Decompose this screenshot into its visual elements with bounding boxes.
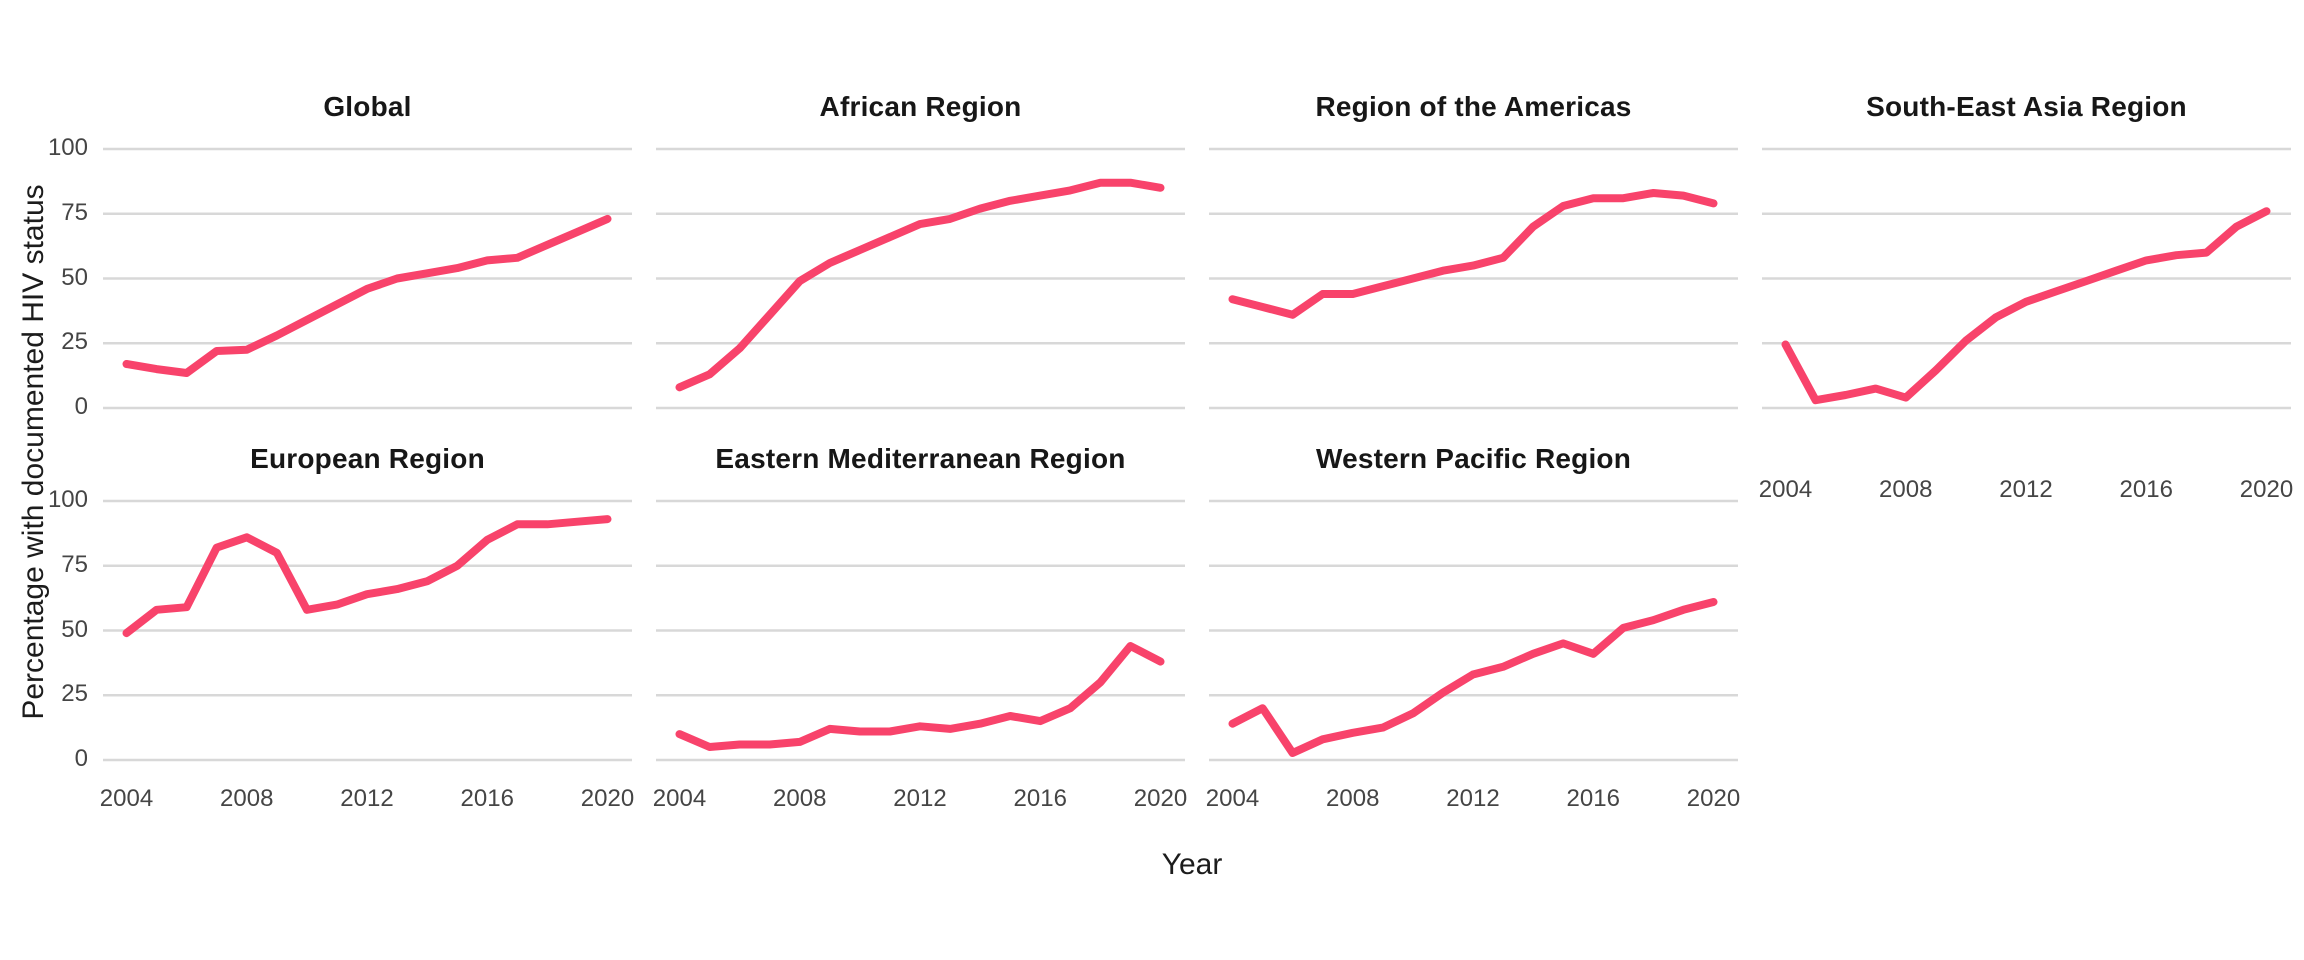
panel-plot — [656, 147, 1185, 410]
panel-title: African Region — [819, 91, 1022, 122]
panel-plot — [1209, 499, 1738, 762]
x-tick-label: 2012 — [1999, 476, 2053, 503]
panel-eastern-mediterranean-region — [656, 488, 1185, 773]
panel-title: Region of the Americas — [1315, 91, 1632, 122]
x-tick-label: 2008 — [1326, 785, 1380, 812]
data-line — [675, 642, 1165, 751]
panel-african-region — [656, 136, 1185, 421]
x-tick-label: 2020 — [1133, 785, 1188, 812]
y-tick-label: 100 — [47, 486, 88, 513]
y-tick-label: 25 — [61, 328, 88, 356]
data-line — [122, 214, 612, 377]
panel-title: South-East Asia Region — [1866, 91, 2187, 122]
data-line — [675, 178, 1165, 392]
x-axis-title: Year — [1161, 848, 1223, 881]
x-tick-label: 2012 — [893, 785, 947, 812]
panel-plot — [103, 147, 632, 410]
panel-plot — [103, 499, 632, 762]
y-tick-label: 100 — [47, 134, 88, 161]
panel-south-east-asia-region — [1762, 136, 2291, 421]
panel-title: Global — [323, 91, 412, 122]
x-tick-label: 2012 — [340, 785, 394, 812]
x-tick-label: 2004 — [1758, 476, 1813, 503]
data-line — [1228, 598, 1718, 757]
x-tick-label: 2016 — [1566, 785, 1620, 812]
panel-plot — [656, 499, 1185, 762]
data-line — [122, 515, 612, 638]
x-tick-label: 2004 — [1205, 785, 1260, 812]
panel-western-pacific-region — [1209, 488, 1738, 773]
y-tick-label: 25 — [61, 680, 88, 708]
x-tick-label: 2016 — [1013, 785, 1067, 812]
x-tick-label: 2020 — [1686, 785, 1741, 812]
x-tick-label: 2008 — [220, 785, 274, 812]
panel-european-region — [103, 488, 632, 773]
x-tick-label: 2012 — [1446, 785, 1500, 812]
y-tick-label: 50 — [61, 615, 88, 643]
x-tick-label: 2020 — [2239, 476, 2294, 503]
panel-title: European Region — [250, 443, 485, 474]
panel-region-of-the-americas — [1209, 136, 1738, 421]
data-line — [1228, 189, 1718, 319]
y-tick-label: 0 — [74, 745, 88, 772]
x-tick-label: 2016 — [2119, 476, 2173, 503]
x-tick-label: 2016 — [460, 785, 514, 812]
x-tick-label: 2008 — [1879, 476, 1933, 503]
y-tick-label: 75 — [61, 198, 88, 226]
panel-plot — [1762, 147, 2291, 410]
x-tick-label: 2004 — [99, 785, 154, 812]
x-tick-label: 2004 — [652, 785, 707, 812]
y-tick-label: 0 — [74, 393, 88, 420]
x-tick-label: 2020 — [580, 785, 635, 812]
panel-title: Western Pacific Region — [1315, 443, 1632, 474]
x-tick-label: 2008 — [773, 785, 827, 812]
panel-plot — [1209, 147, 1738, 410]
panel-title: Eastern Mediterranean Region — [715, 443, 1126, 474]
y-tick-label: 50 — [61, 263, 88, 291]
y-tick-label: 75 — [61, 550, 88, 578]
panel-global — [103, 136, 632, 421]
data-line — [1781, 207, 2271, 405]
